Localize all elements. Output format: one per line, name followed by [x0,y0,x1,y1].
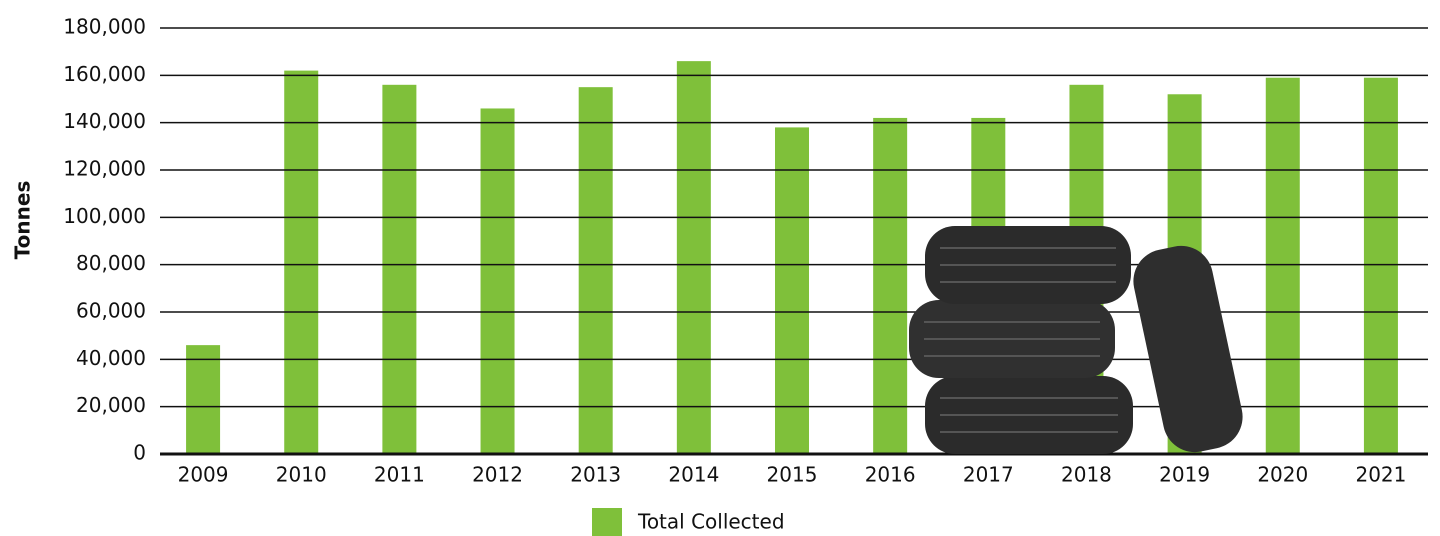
y-tick-label: 40,000 [76,346,146,370]
x-tick-label: 2010 [276,463,327,487]
y-tick-label: 140,000 [63,109,146,133]
x-tick-label: 2016 [865,463,916,487]
tire [1133,245,1243,453]
x-tick-label: 2019 [1159,463,1210,487]
bar [186,345,221,454]
y-tick-label: 20,000 [76,393,146,417]
x-tick-label: 2011 [374,463,425,487]
y-tick-label: 160,000 [63,62,146,86]
y-tick-label: 60,000 [76,299,146,323]
x-tick-label: 2014 [668,463,719,487]
y-tick-label: 0 [133,441,146,465]
bar [676,61,711,455]
y-tick-label: 120,000 [63,157,146,181]
x-tick-label: 2015 [767,463,818,487]
bar [1265,77,1300,454]
y-tick-label: 100,000 [63,204,146,228]
bar [775,127,809,455]
x-tick-label: 2021 [1355,463,1406,487]
x-tick-label: 2013 [570,463,621,487]
bar [284,70,319,454]
x-tick-label: 2009 [178,463,229,487]
tires-illustration [909,226,1243,454]
bar [480,108,515,454]
y-tick-label: 80,000 [76,251,146,275]
x-tick-label: 2017 [963,463,1014,487]
bar [578,87,613,455]
legend-label: Total Collected [637,510,785,534]
y-tick-label: 180,000 [63,15,146,39]
legend-swatch [592,508,622,536]
y-axis-label: Tonnes [11,181,35,260]
bar [873,117,908,454]
x-tick-label: 2020 [1257,463,1308,487]
tire-treads [924,247,1118,433]
bar [1363,77,1398,454]
x-tick-label: 2018 [1061,463,1112,487]
bar [382,84,417,455]
x-tick-label: 2012 [472,463,523,487]
